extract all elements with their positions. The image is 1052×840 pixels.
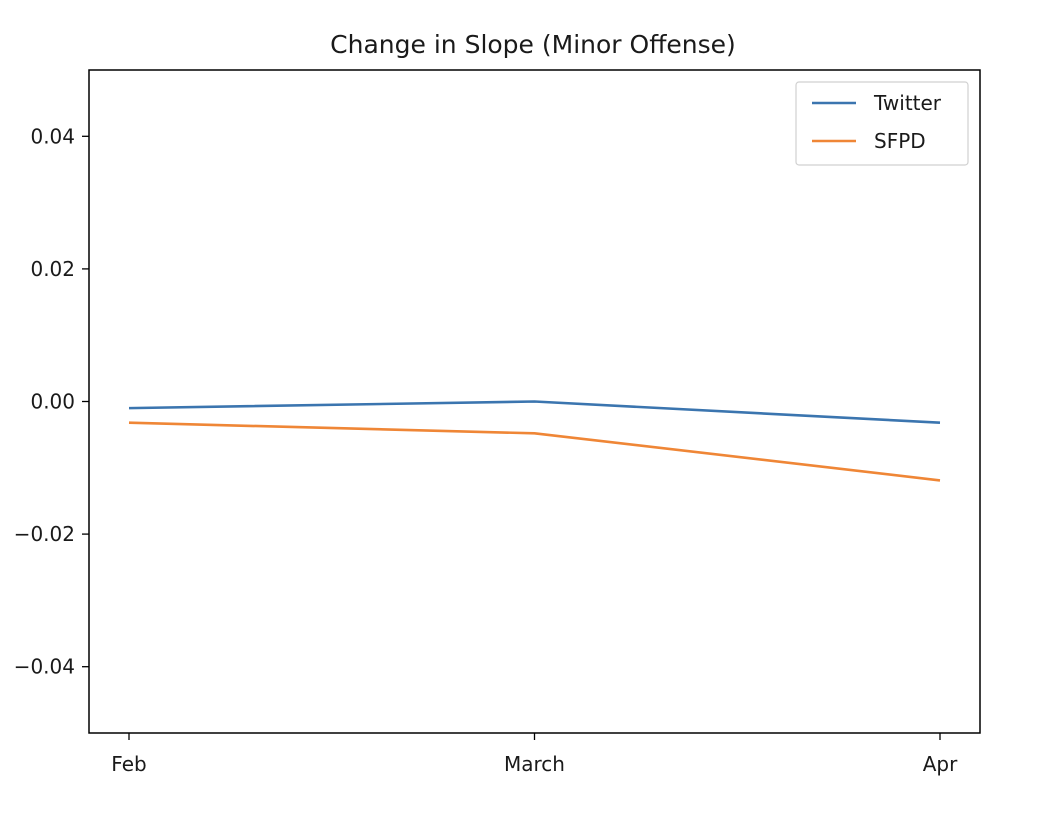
x-tick-label: Feb [111, 752, 146, 776]
x-axis: Feb March Apr [111, 733, 958, 776]
legend-label-twitter: Twitter [873, 91, 942, 115]
y-tick-label: 0.00 [30, 390, 75, 414]
y-tick-label: −0.04 [14, 655, 75, 679]
chart-title: Change in Slope (Minor Offense) [330, 30, 736, 59]
x-tick-label: March [504, 752, 565, 776]
legend: Twitter SFPD [795, 81, 969, 166]
legend-label-sfpd: SFPD [874, 129, 926, 153]
y-tick-label: 0.02 [30, 257, 75, 281]
x-tick-label: Apr [923, 752, 958, 776]
series-line-sfpd [128, 421, 941, 482]
y-tick-label: 0.04 [30, 124, 75, 148]
plot-frame [88, 69, 981, 734]
y-axis: −0.04 −0.02 0.00 0.02 0.04 [14, 124, 89, 679]
y-tick-label: −0.02 [14, 522, 75, 546]
series-line-twitter [128, 400, 941, 425]
plot-lines [128, 400, 941, 482]
